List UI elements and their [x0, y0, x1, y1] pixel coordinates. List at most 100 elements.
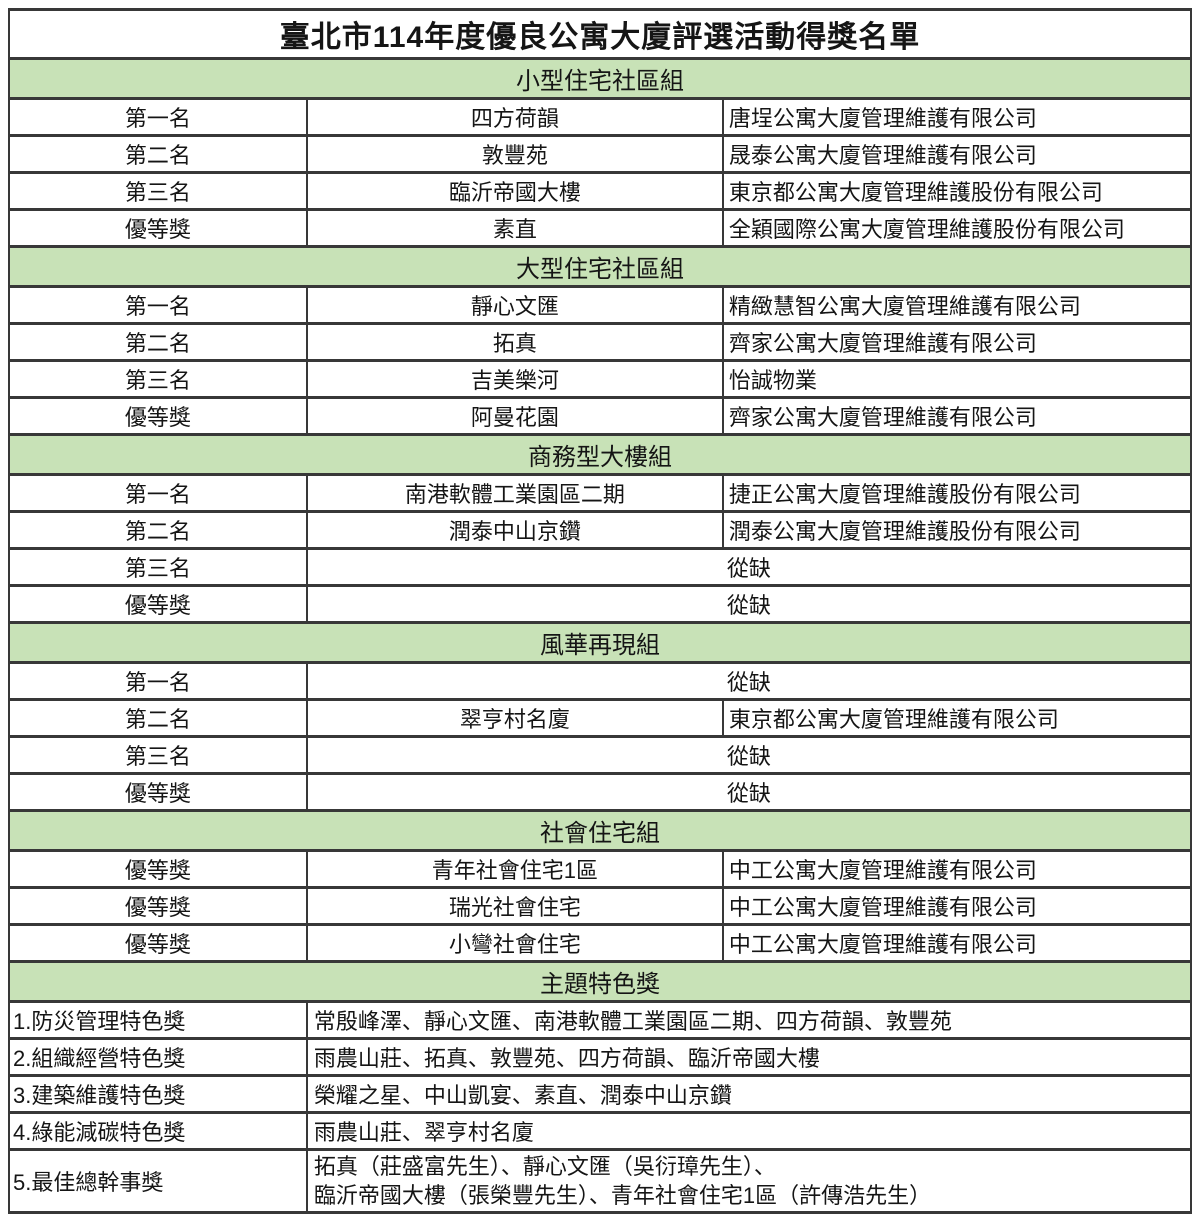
- table-row: 1.防災管理特色獎 常殷峰澤、靜心文匯、南港軟體工業園區二期、四方荷韻、敦豐苑: [8, 1000, 1193, 1040]
- building-name-cell: 拓真: [305, 322, 724, 362]
- rank-cell: 第一名: [8, 661, 308, 701]
- special-award-label-cell: 1.防災管理特色獎: [8, 1000, 308, 1040]
- section-title: 大型住宅社區組: [8, 245, 1192, 288]
- rank-cell: 第一名: [8, 285, 308, 325]
- section-title: 主題特色獎: [8, 960, 1192, 1003]
- management-company-cell: 齊家公寓大廈管理維護有限公司: [721, 396, 1193, 436]
- table-row: 4.綠能減碳特色獎 雨農山莊、翠亨村名廈: [8, 1111, 1193, 1151]
- section-title: 小型住宅社區組: [8, 57, 1192, 100]
- table-row: 第一名 靜心文匯 精緻慧智公寓大廈管理維護有限公司: [8, 285, 1193, 325]
- table-row: 優等獎 從缺: [8, 584, 1193, 624]
- section-title: 社會住宅組: [8, 809, 1192, 852]
- rank-cell: 第三名: [8, 735, 308, 775]
- building-name-cell: 敦豐苑: [305, 134, 724, 174]
- table-row: 優等獎 青年社會住宅1區 中工公寓大廈管理維護有限公司: [8, 849, 1193, 889]
- table-row: 優等獎 瑞光社會住宅 中工公寓大廈管理維護有限公司: [8, 886, 1193, 926]
- management-company-cell: 潤泰公寓大廈管理維護股份有限公司: [721, 510, 1193, 550]
- management-company-cell: 中工公寓大廈管理維護有限公司: [721, 923, 1193, 963]
- special-award-label-cell: 5.最佳總幹事獎: [8, 1148, 308, 1214]
- section-header-row: 商務型大樓組: [8, 433, 1192, 476]
- rank-cell: 第三名: [8, 171, 308, 211]
- management-company-cell: 精緻慧智公寓大廈管理維護有限公司: [721, 285, 1193, 325]
- management-company-cell: 中工公寓大廈管理維護有限公司: [721, 886, 1193, 926]
- building-name-cell: 南港軟體工業園區二期: [305, 473, 724, 513]
- table-row: 第三名 從缺: [8, 547, 1193, 587]
- building-name-cell: 素直: [305, 208, 724, 248]
- winners-cell: 常殷峰澤、靜心文匯、南港軟體工業園區二期、四方荷韻、敦豐苑: [305, 1000, 1193, 1040]
- table-row: 第三名 從缺: [8, 735, 1193, 775]
- page-title: 臺北市114年度優良公寓大廈評選活動得獎名單: [8, 8, 1192, 60]
- table-row: 第三名 吉美樂河 怡誠物業: [8, 359, 1193, 399]
- awards-table: 臺北市114年度優良公寓大廈評選活動得獎名單 小型住宅社區組 第一名 四方荷韻 唐埕公…: [8, 8, 1193, 1214]
- rank-cell: 優等獎: [8, 584, 308, 624]
- rank-cell: 第三名: [8, 547, 308, 587]
- building-name-cell: 瑞光社會住宅: [305, 886, 724, 926]
- table-row: 第二名 敦豐苑 晟泰公寓大廈管理維護有限公司: [8, 134, 1193, 174]
- management-company-cell: 中工公寓大廈管理維護有限公司: [721, 849, 1193, 889]
- rank-cell: 第一名: [8, 473, 308, 513]
- special-award-label-cell: 2.組織經營特色獎: [8, 1037, 308, 1077]
- rank-cell: 優等獎: [8, 849, 308, 889]
- section-header-row: 大型住宅社區組: [8, 245, 1192, 288]
- vacant-cell: 從缺: [305, 584, 1193, 624]
- section-title: 風華再現組: [8, 621, 1192, 664]
- table-row: 優等獎 小彎社會住宅 中工公寓大廈管理維護有限公司: [8, 923, 1193, 963]
- rank-cell: 第二名: [8, 510, 308, 550]
- management-company-cell: 唐埕公寓大廈管理維護有限公司: [721, 97, 1193, 137]
- building-name-cell: 靜心文匯: [305, 285, 724, 325]
- table-row: 2.組織經營特色獎 雨農山莊、拓真、敦豐苑、四方荷韻、臨沂帝國大樓: [8, 1037, 1193, 1077]
- winners-line: 拓真（莊盛富先生）、靜心文匯（吳衍璋先生）、: [313, 1154, 776, 1179]
- winners-line: 臨沂帝國大樓（張榮豐先生）、青年社會住宅1區（許傳浩先生）: [313, 1183, 932, 1208]
- building-name-cell: 潤泰中山京鑽: [305, 510, 724, 550]
- management-company-cell: 捷正公寓大廈管理維護股份有限公司: [721, 473, 1193, 513]
- rank-cell: 優等獎: [8, 208, 308, 248]
- section-title: 商務型大樓組: [8, 433, 1192, 476]
- management-company-cell: 晟泰公寓大廈管理維護有限公司: [721, 134, 1193, 174]
- table-row: 第三名 臨沂帝國大樓 東京都公寓大廈管理維護股份有限公司: [8, 171, 1193, 211]
- section-header-row: 主題特色獎: [8, 960, 1192, 1003]
- building-name-cell: 翠亨村名廈: [305, 698, 724, 738]
- management-company-cell: 怡誠物業: [721, 359, 1193, 399]
- rank-cell: 優等獎: [8, 772, 308, 812]
- winners-cell: 雨農山莊、拓真、敦豐苑、四方荷韻、臨沂帝國大樓: [305, 1037, 1193, 1077]
- vacant-cell: 從缺: [305, 772, 1193, 812]
- table-row: 優等獎 阿曼花園 齊家公寓大廈管理維護有限公司: [8, 396, 1193, 436]
- title-row: 臺北市114年度優良公寓大廈評選活動得獎名單: [8, 8, 1192, 60]
- building-name-cell: 青年社會住宅1區: [305, 849, 724, 889]
- table-row: 第二名 拓真 齊家公寓大廈管理維護有限公司: [8, 322, 1193, 362]
- winners-cell: 榮耀之星、中山凱宴、素直、潤泰中山京鑽: [305, 1074, 1193, 1114]
- vacant-cell: 從缺: [305, 547, 1193, 587]
- table-row: 3.建築維護特色獎 榮耀之星、中山凱宴、素直、潤泰中山京鑽: [8, 1074, 1193, 1114]
- rank-cell: 優等獎: [8, 886, 308, 926]
- table-row: 第二名 潤泰中山京鑽 潤泰公寓大廈管理維護股份有限公司: [8, 510, 1193, 550]
- table-row: 第一名 南港軟體工業園區二期 捷正公寓大廈管理維護股份有限公司: [8, 473, 1193, 513]
- vacant-cell: 從缺: [305, 735, 1193, 775]
- management-company-cell: 全穎國際公寓大廈管理維護股份有限公司: [721, 208, 1193, 248]
- building-name-cell: 臨沂帝國大樓: [305, 171, 724, 211]
- building-name-cell: 吉美樂河: [305, 359, 724, 399]
- table-row: 優等獎 從缺: [8, 772, 1193, 812]
- management-company-cell: 東京都公寓大廈管理維護有限公司: [721, 698, 1193, 738]
- rank-cell: 優等獎: [8, 396, 308, 436]
- section-header-row: 風華再現組: [8, 621, 1192, 664]
- rank-cell: 第三名: [8, 359, 308, 399]
- table-row: 5.最佳總幹事獎 拓真（莊盛富先生）、靜心文匯（吳衍璋先生）、臨沂帝國大樓（張榮豐…: [8, 1148, 1193, 1214]
- rank-cell: 優等獎: [8, 923, 308, 963]
- section-header-row: 小型住宅社區組: [8, 57, 1192, 100]
- rank-cell: 第二名: [8, 322, 308, 362]
- management-company-cell: 東京都公寓大廈管理維護股份有限公司: [721, 171, 1193, 211]
- management-company-cell: 齊家公寓大廈管理維護有限公司: [721, 322, 1193, 362]
- table-row: 第一名 四方荷韻 唐埕公寓大廈管理維護有限公司: [8, 97, 1193, 137]
- special-award-label-cell: 3.建築維護特色獎: [8, 1074, 308, 1114]
- building-name-cell: 阿曼花園: [305, 396, 724, 436]
- table-row: 優等獎 素直 全穎國際公寓大廈管理維護股份有限公司: [8, 208, 1193, 248]
- special-award-label-cell: 4.綠能減碳特色獎: [8, 1111, 308, 1151]
- winners-cell: 拓真（莊盛富先生）、靜心文匯（吳衍璋先生）、臨沂帝國大樓（張榮豐先生）、青年社會…: [305, 1148, 1193, 1214]
- building-name-cell: 小彎社會住宅: [305, 923, 724, 963]
- section-header-row: 社會住宅組: [8, 809, 1192, 852]
- table-row: 第一名 從缺: [8, 661, 1193, 701]
- table-row: 第二名 翠亨村名廈 東京都公寓大廈管理維護有限公司: [8, 698, 1193, 738]
- vacant-cell: 從缺: [305, 661, 1193, 701]
- winners-cell: 雨農山莊、翠亨村名廈: [305, 1111, 1193, 1151]
